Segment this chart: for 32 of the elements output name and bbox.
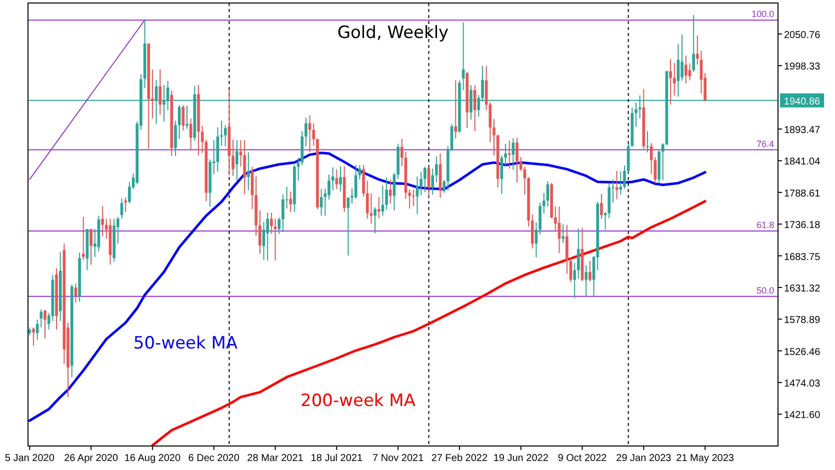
series-label: 50-week MA: [133, 334, 238, 354]
y-tick-label: 1893.47: [784, 125, 821, 136]
annotation: 50.0: [756, 285, 774, 296]
y-tick-label: 1474.03: [784, 378, 821, 390]
x-tick-label: 28 Mar 2021: [247, 453, 304, 464]
y-tick-label: 1841.04: [784, 156, 821, 168]
y-tick-label: 1421.60: [784, 410, 821, 422]
x-tick-label: 21 May 2023: [676, 453, 734, 464]
x-tick-label: 27 Feb 2022: [431, 453, 488, 464]
x-tick-label: 5 Jan 2020: [4, 453, 55, 464]
x-tick-label: 7 Nov 2021: [372, 453, 424, 464]
y-tick-label: 1683.75: [784, 252, 821, 263]
annotation: 61.8: [756, 220, 774, 230]
x-tick-label: 18 Jul 2021: [310, 453, 363, 464]
y-tick-label: 1788.61: [784, 188, 821, 200]
y-tick-label: 1631.32: [784, 283, 821, 294]
y-tick-label: 1736.18: [784, 220, 821, 232]
x-tick-label: 16 Aug 2020: [124, 453, 181, 464]
annotation: 76.4: [756, 138, 774, 149]
y-tick-label: 1578.89: [784, 315, 821, 326]
series-label: 200-week MA: [300, 391, 416, 412]
x-tick-label: 9 Oct 2022: [558, 453, 608, 464]
x-tick-label: 26 Apr 2020: [64, 453, 118, 464]
x-tick-label: 29 Jan 2023: [616, 453, 672, 464]
x-tick-label: 6 Dec 2020: [188, 453, 240, 464]
x-tick-label: 19 Jun 2022: [493, 453, 549, 464]
y-tick-label: 2050.76: [784, 30, 821, 41]
ref-line-label: 1940.86: [784, 96, 821, 108]
text: Gold, Weekly: [337, 23, 449, 43]
y-tick-label: 1526.46: [784, 346, 821, 358]
y-tick-label: 1998.33: [784, 62, 821, 73]
annotation: 100.0: [752, 9, 774, 20]
